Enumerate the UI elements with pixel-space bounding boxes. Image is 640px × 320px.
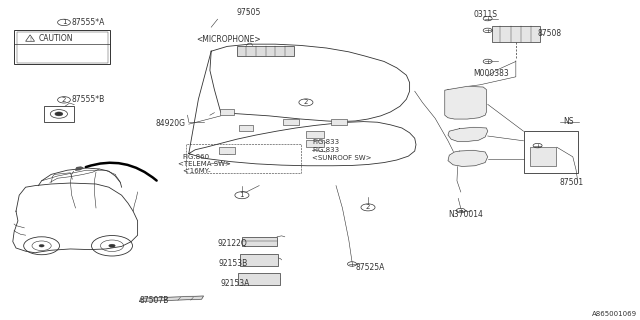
- Text: <TELEMA SW>: <TELEMA SW>: [178, 161, 231, 167]
- Polygon shape: [448, 127, 488, 141]
- Text: 1: 1: [239, 192, 244, 198]
- Text: FIG.833: FIG.833: [312, 140, 339, 145]
- Bar: [17, 32, 108, 63]
- Polygon shape: [445, 86, 486, 119]
- Text: 0311S: 0311S: [474, 10, 498, 19]
- Circle shape: [39, 244, 44, 247]
- Text: 2: 2: [304, 100, 308, 105]
- Bar: [186, 144, 301, 173]
- Text: !: !: [29, 36, 31, 42]
- Text: FIG.833: FIG.833: [312, 148, 339, 153]
- Text: <SUNROOF SW>: <SUNROOF SW>: [312, 156, 372, 161]
- Text: 97505: 97505: [236, 8, 260, 17]
- Bar: [44, 106, 74, 122]
- Text: 92153A: 92153A: [221, 279, 250, 288]
- Text: 92153B: 92153B: [219, 260, 248, 268]
- Bar: [275, 49, 288, 53]
- Text: 87525A: 87525A: [355, 263, 385, 272]
- Bar: [242, 49, 258, 55]
- Circle shape: [55, 112, 63, 116]
- Text: 87507B: 87507B: [140, 296, 169, 305]
- Polygon shape: [140, 296, 204, 301]
- Bar: [524, 131, 578, 173]
- Polygon shape: [76, 167, 83, 170]
- Text: 92122Q: 92122Q: [218, 239, 247, 248]
- Text: CAUTION: CAUTION: [38, 34, 73, 43]
- Text: FIG.860: FIG.860: [182, 154, 209, 160]
- Polygon shape: [448, 150, 488, 166]
- Bar: [492, 26, 540, 42]
- Text: <MICROPHONE>: <MICROPHONE>: [196, 35, 261, 44]
- Bar: [242, 237, 277, 246]
- Text: NS: NS: [563, 117, 573, 126]
- Bar: [238, 273, 280, 285]
- Bar: [283, 119, 300, 125]
- Text: <'16MY-: <'16MY-: [182, 168, 211, 174]
- Text: 87508: 87508: [538, 29, 562, 38]
- Text: 2: 2: [366, 204, 370, 210]
- Bar: [219, 147, 236, 154]
- Bar: [240, 254, 278, 266]
- Bar: [14, 30, 110, 64]
- Text: 2: 2: [62, 97, 66, 103]
- Bar: [220, 109, 234, 115]
- Text: 87501: 87501: [560, 178, 584, 187]
- Bar: [239, 125, 253, 131]
- Text: N370014: N370014: [448, 210, 483, 219]
- Bar: [237, 46, 294, 56]
- Text: 84920G: 84920G: [156, 119, 186, 128]
- Text: 1: 1: [61, 20, 67, 25]
- Text: M000383: M000383: [474, 69, 509, 78]
- Bar: [306, 140, 324, 147]
- Bar: [530, 147, 556, 166]
- Bar: [306, 131, 324, 138]
- Text: 87555*B: 87555*B: [72, 95, 105, 104]
- Bar: [332, 119, 348, 125]
- Bar: [259, 49, 272, 55]
- Text: A865001069: A865001069: [591, 311, 637, 317]
- Circle shape: [109, 244, 115, 247]
- Text: 87555*A: 87555*A: [72, 18, 105, 27]
